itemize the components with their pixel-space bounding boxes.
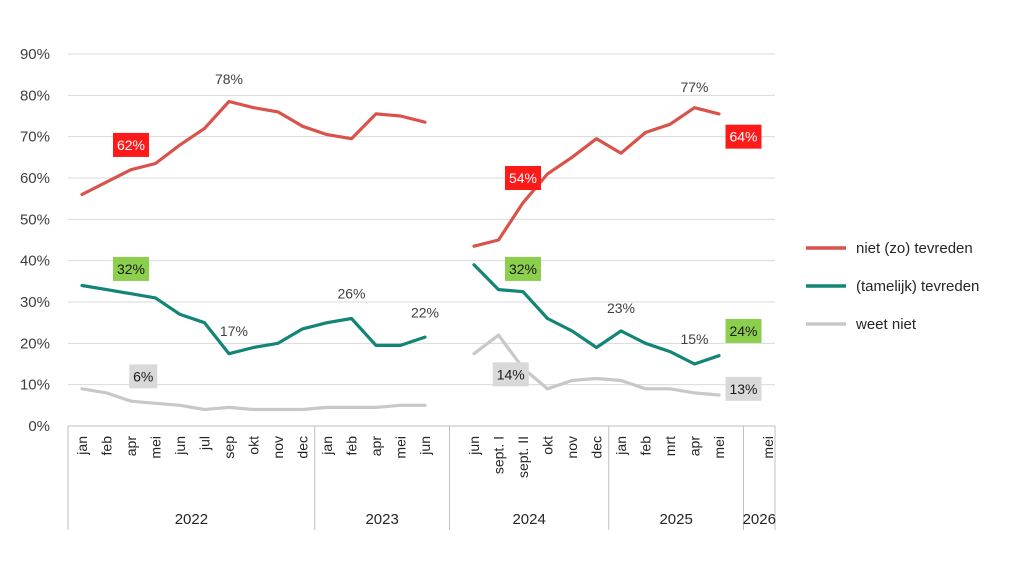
- data-label: 64%: [729, 129, 757, 145]
- series-line-1: [472, 263, 721, 366]
- year-label: 2026: [743, 511, 776, 528]
- x-tick-label: sept. II: [515, 436, 531, 478]
- data-label: 32%: [117, 261, 145, 277]
- year-label: 2024: [512, 511, 545, 528]
- legend: niet (zo) tevreden (tamelijk) tevreden wee…: [806, 240, 979, 333]
- data-label: 54%: [509, 170, 537, 186]
- data-label: 62%: [117, 137, 145, 153]
- y-tick-label: 0%: [28, 418, 50, 435]
- y-tick-label: 70%: [20, 129, 50, 146]
- x-tick-label: nov: [270, 436, 286, 459]
- legend-label: weet niet: [855, 316, 917, 333]
- x-axis: jan feb apr mei jun jul sep okt nov dec jan feb apr m…: [67, 426, 776, 530]
- data-label-box: [129, 364, 158, 389]
- y-tick-label: 20%: [20, 335, 50, 352]
- y-tick-label: 50%: [20, 211, 50, 228]
- series-lines: [80, 99, 721, 412]
- data-label: 14%: [497, 366, 525, 382]
- x-tick-label: okt: [246, 436, 262, 455]
- data-labels: 62% 78% 54% 77% 64% 32% 17% 26% 22% 32% 23% 15% 24% 6…: [113, 71, 762, 401]
- x-tick-label: feb: [344, 436, 360, 456]
- x-tick-label: apr: [687, 436, 703, 457]
- x-tick-label: jun: [417, 436, 433, 456]
- data-label: 22%: [411, 304, 439, 320]
- x-tick-label: dec: [295, 436, 311, 459]
- data-label: 78%: [215, 71, 243, 87]
- x-tick-label: sep: [221, 436, 237, 459]
- x-tick-label: jan: [613, 436, 629, 456]
- x-tick-label: feb: [638, 436, 654, 456]
- y-tick-label: 90%: [20, 46, 50, 63]
- data-label-box: [113, 132, 149, 157]
- x-tick-label: feb: [99, 436, 115, 456]
- y-tick-label: 10%: [20, 377, 50, 394]
- y-tick-label: 30%: [20, 294, 50, 311]
- x-tick-label: okt: [540, 436, 556, 455]
- year-label: 2025: [659, 511, 692, 528]
- data-label: 15%: [680, 331, 708, 347]
- x-tick-label: mei: [148, 436, 164, 459]
- x-tick-label: jan: [74, 436, 90, 456]
- x-tick-label: apr: [368, 436, 384, 457]
- year-label: 2022: [175, 511, 208, 528]
- data-label-box: [725, 124, 762, 149]
- x-tick-label: jun: [466, 436, 482, 456]
- x-tick-label: mei: [760, 436, 776, 459]
- x-tick-label: dec: [589, 436, 605, 459]
- x-tick-label: mei: [711, 436, 727, 459]
- x-tick-label: sept. I: [491, 436, 507, 474]
- data-label: 13%: [729, 381, 757, 397]
- x-tick-label: jan: [319, 436, 335, 456]
- series-line-0: [472, 106, 721, 248]
- legend-label: (tamelijk) tevreden: [856, 278, 979, 295]
- data-label-box: [492, 362, 529, 387]
- data-label: 24%: [729, 323, 757, 339]
- legend-label: niet (zo) tevreden: [856, 240, 973, 257]
- gridlines: [68, 53, 775, 427]
- data-label-box: [505, 166, 541, 190]
- x-tick-label: jul: [197, 436, 213, 451]
- series-line-1: [80, 283, 427, 356]
- data-label: 17%: [220, 323, 248, 339]
- data-label-box: [725, 318, 762, 343]
- data-label: 6%: [133, 368, 153, 384]
- data-label: 77%: [680, 79, 708, 95]
- data-label-box: [725, 376, 762, 401]
- x-tick-label: jun: [172, 436, 188, 456]
- data-label: 32%: [509, 261, 537, 277]
- data-label: 26%: [337, 286, 365, 302]
- year-label: 2023: [365, 511, 398, 528]
- series-line-0: [80, 99, 427, 197]
- x-tick-label: apr: [123, 436, 139, 457]
- data-label-box: [505, 256, 541, 281]
- y-tick-label: 40%: [20, 253, 50, 270]
- y-tick-label: 60%: [20, 170, 50, 187]
- x-tick-label: nov: [564, 436, 580, 459]
- data-label-box: [113, 256, 149, 281]
- series-line-2: [472, 333, 721, 397]
- y-tick-label: 80%: [20, 87, 50, 104]
- series-line-2: [80, 387, 427, 412]
- x-tick-label: mrt: [662, 436, 678, 456]
- y-axis-ticks: 0% 10% 20% 30% 40% 50% 60% 70% 80% 90%: [20, 46, 50, 435]
- x-tick-label: mei: [393, 436, 409, 459]
- data-label: 23%: [607, 300, 635, 316]
